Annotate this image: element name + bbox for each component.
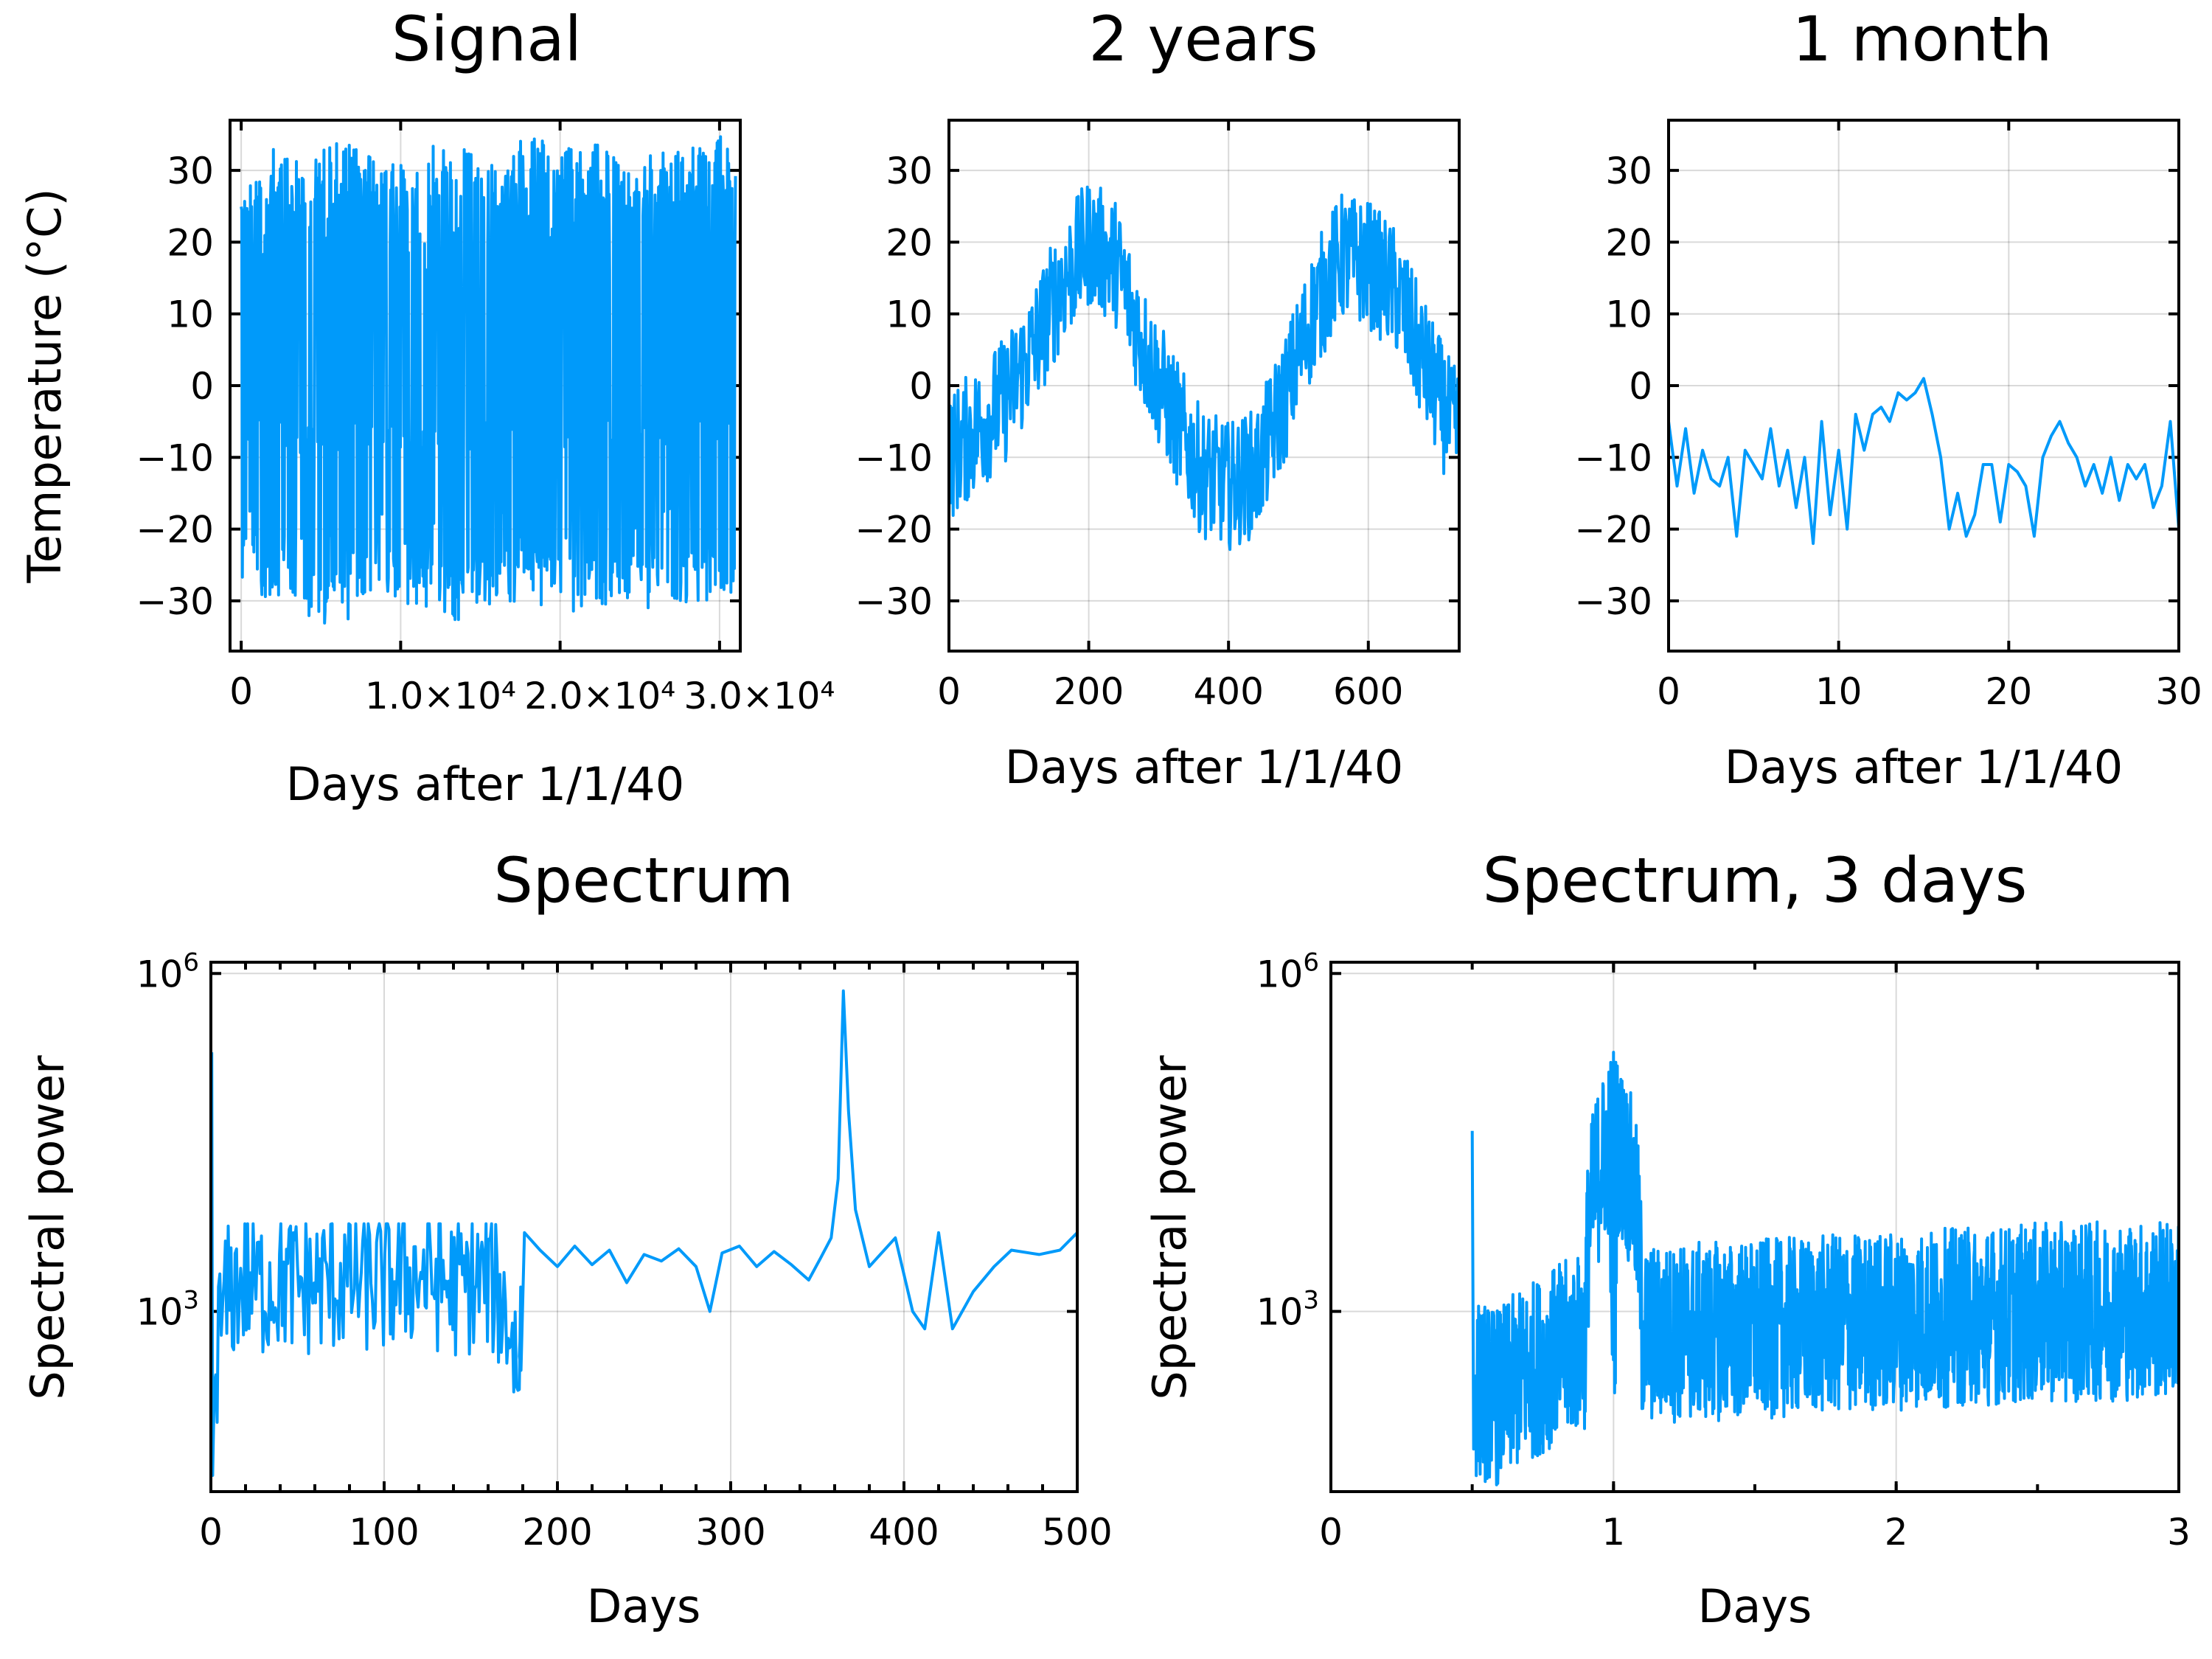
panel-spectrum: Spectrum 103 106 0 100 200 300 400 500 D… — [21, 844, 1113, 1633]
y-tick-labels: −30 −20 −10 0 10 20 30 — [855, 150, 933, 623]
chart-title: Spectrum, 3 days — [1483, 844, 2028, 917]
x-tick-labels: 0 1.0×10⁴ 2.0×10⁴ 3.0×10⁴ — [229, 670, 835, 717]
x-tick-label: 1.0×10⁴ — [365, 675, 516, 717]
panel-signal: Signal −30 −20 −10 0 10 20 30 0 1.0×10⁴ … — [18, 3, 835, 811]
y-tick-label: 20 — [167, 221, 214, 264]
y-tick-base: 10 — [1256, 1291, 1304, 1334]
y-tick-label: −10 — [855, 437, 933, 479]
plot-frame — [209, 961, 1079, 1493]
y-tick-label: 0 — [1629, 365, 1652, 408]
x-tick-label: 200 — [1054, 670, 1124, 713]
series-line — [1667, 377, 2180, 546]
y-tick-exponent: 6 — [183, 947, 199, 977]
y-axis-label: Temperature (°C) — [18, 188, 72, 583]
x-tick-label: 3 — [2167, 1511, 2191, 1554]
y-tick-label: 106 — [1256, 947, 1319, 995]
plot-frame — [1329, 961, 2180, 1493]
plot-frame — [947, 119, 1461, 653]
x-axis-label: Days after 1/1/40 — [286, 757, 684, 811]
x-axis-label: Days — [587, 1579, 701, 1633]
x-tick-label: 3.0×10⁴ — [684, 675, 835, 717]
y-tick-label: 10 — [167, 293, 214, 336]
y-tick-label: 20 — [886, 221, 933, 264]
y-tick-label: −20 — [855, 509, 933, 552]
x-tick-label: 400 — [869, 1511, 939, 1554]
y-tick-exponent: 6 — [1303, 947, 1319, 977]
x-tick-label: 20 — [1986, 670, 2033, 713]
x-tick-label: 100 — [349, 1511, 419, 1554]
x-tick-label: 0 — [1657, 670, 1680, 713]
chart-title: Spectrum — [493, 844, 793, 917]
x-tick-label: 2 — [1885, 1511, 1908, 1554]
y-axis-label: Spectral power — [1143, 1055, 1197, 1400]
y-tick-label: 30 — [886, 150, 933, 192]
series-line — [1470, 1051, 2180, 1486]
x-tick-label: 10 — [1815, 670, 1863, 713]
y-tick-label: −10 — [1574, 437, 1652, 479]
series-line — [240, 135, 737, 625]
x-tick-labels: 0 200 400 600 — [937, 670, 1403, 713]
grid-lines — [210, 962, 1078, 1492]
y-tick-label: 106 — [136, 947, 199, 995]
y-tick-labels: −30 −20 −10 0 10 20 30 — [136, 150, 214, 623]
x-tick-label: 0 — [937, 670, 961, 713]
panel-1-month: 1 month −30 −20 −10 0 10 20 30 0 10 20 3… — [1574, 3, 2202, 794]
y-tick-base: 10 — [1256, 953, 1304, 995]
chart-title: 1 month — [1792, 3, 2053, 75]
y-tick-label: 103 — [136, 1286, 199, 1334]
y-tick-base: 10 — [136, 953, 184, 995]
y-tick-label: 30 — [167, 150, 214, 192]
y-tick-label: 0 — [190, 365, 214, 408]
x-tick-label: 300 — [695, 1511, 765, 1554]
x-tick-label: 0 — [229, 670, 253, 713]
x-tick-label: 200 — [522, 1511, 592, 1554]
x-tick-label: 0 — [1319, 1511, 1343, 1554]
x-tick-label: 1 — [1601, 1511, 1625, 1554]
y-tick-label: −30 — [136, 580, 214, 623]
grid-lines — [1668, 120, 2180, 651]
x-tick-label: 2.0×10⁴ — [524, 675, 675, 717]
y-tick-labels: 103 106 — [136, 947, 199, 1333]
x-axis-label: Days after 1/1/40 — [1005, 740, 1403, 794]
y-tick-label: −30 — [1574, 580, 1652, 623]
y-tick-label: 10 — [886, 293, 933, 336]
panel-2-years: 2 years −30 −20 −10 0 10 20 30 0 200 400… — [855, 3, 1461, 794]
series-line — [947, 185, 1461, 552]
y-tick-label: −20 — [136, 509, 214, 552]
grid-lines — [1330, 962, 2180, 1492]
y-tick-exponent: 3 — [183, 1286, 199, 1315]
x-tick-labels: 0 100 200 300 400 500 — [199, 1511, 1113, 1554]
y-tick-label: 20 — [1605, 221, 1652, 264]
x-tick-label: 0 — [199, 1511, 223, 1554]
y-tick-label: 10 — [1605, 293, 1652, 336]
x-tick-label: 30 — [2155, 670, 2202, 713]
y-tick-label: −20 — [1574, 509, 1652, 552]
ticks — [1329, 962, 2180, 1492]
y-axis-label: Spectral power — [21, 1055, 74, 1400]
series-line — [210, 989, 1079, 1477]
x-tick-labels: 0 10 20 30 — [1657, 670, 2202, 713]
chart-title: Signal — [392, 3, 582, 75]
y-tick-labels: 103 106 — [1256, 947, 1319, 1333]
y-tick-label: 103 — [1256, 1286, 1319, 1334]
x-tick-labels: 0 1 2 3 — [1319, 1511, 2191, 1554]
x-axis-label: Days — [1698, 1579, 1812, 1633]
panel-spectrum-3-days: Spectrum, 3 days 103 106 0 1 2 3 Days Sp… — [1143, 844, 2191, 1633]
x-tick-label: 400 — [1193, 670, 1263, 713]
ticks — [209, 962, 1079, 1492]
plot-frame — [229, 119, 742, 653]
x-tick-label: 600 — [1333, 670, 1403, 713]
y-tick-labels: −30 −20 −10 0 10 20 30 — [1574, 150, 1652, 623]
y-tick-base: 10 — [136, 1291, 184, 1334]
y-tick-exponent: 3 — [1303, 1286, 1319, 1315]
y-tick-label: −30 — [855, 580, 933, 623]
plot-frame — [1667, 119, 2180, 653]
y-tick-label: 30 — [1605, 150, 1652, 192]
x-axis-label: Days after 1/1/40 — [1725, 740, 2123, 794]
y-tick-label: 0 — [909, 365, 933, 408]
x-tick-label: 500 — [1042, 1511, 1112, 1554]
y-tick-label: −10 — [136, 437, 214, 479]
chart-title: 2 years — [1088, 3, 1318, 75]
